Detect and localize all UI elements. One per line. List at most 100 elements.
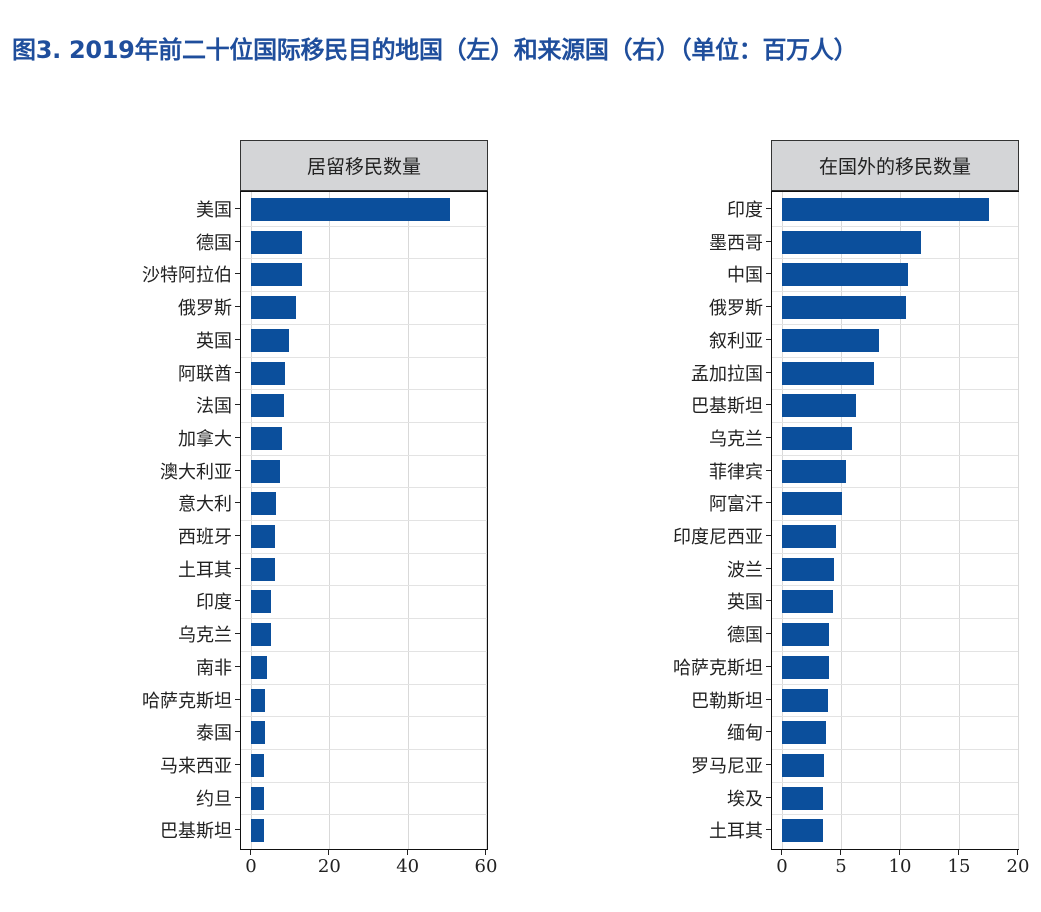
y-tick [766,665,771,667]
gridline-horizontal [772,291,1018,293]
x-tick [899,850,900,855]
bar [782,786,824,810]
category-label: 英国 [727,592,763,614]
y-tick [766,469,771,471]
category-label: 印度 [196,592,232,614]
category-label: 加拿大 [178,428,232,450]
y-tick [235,600,240,602]
figure-title: 图3. 2019年前二十位国际移民目的地国（左）和来源国（右）（单位：百万人） [12,36,858,64]
bar [251,230,303,254]
category-label: 泰国 [196,723,232,745]
plot-area [240,191,488,850]
gridline-horizontal [241,781,487,783]
bar [251,394,284,418]
bar [782,361,875,385]
bar [251,459,281,483]
gridline-horizontal [772,552,1018,554]
bar [782,688,829,712]
y-tick [766,404,771,406]
x-tick-label: 15 [947,856,971,877]
category-label: 缅甸 [727,723,763,745]
bar [251,525,275,548]
category-label: 阿联酋 [178,363,232,385]
x-tick-label: 40 [396,856,420,877]
gridline-horizontal [772,585,1018,587]
bar [251,426,283,450]
bar [782,623,830,647]
category-label: 罗马尼亚 [691,755,763,777]
bar [782,328,879,352]
y-tick [235,273,240,275]
category-label: 澳大利亚 [160,461,232,483]
y-tick [235,829,240,831]
x-tick [328,850,330,855]
bar [251,198,450,221]
y-tick [766,371,771,373]
gridline-horizontal [772,814,1018,816]
gridline-horizontal [241,814,487,816]
bar [782,525,837,548]
y-tick [235,763,240,765]
gridline-horizontal [241,748,487,750]
bar [251,753,265,777]
bar [782,296,906,320]
category-label: 印度 [727,200,763,221]
y-tick [766,763,771,765]
y-tick [766,796,771,798]
y-tick [235,535,240,536]
gridline-horizontal [772,618,1018,620]
category-label: 孟加拉国 [691,363,763,385]
x-tick-label: 20 [1006,856,1030,877]
y-tick [766,731,771,733]
category-label: 哈萨克斯坦 [673,657,763,679]
category-label: 土耳其 [709,821,763,843]
y-tick [766,633,771,635]
category-label: 波兰 [727,559,763,581]
x-tick [485,850,486,855]
bar [251,296,297,320]
bar [782,198,989,221]
category-label: 菲律宾 [709,461,763,483]
gridline-horizontal [241,291,487,293]
gridline-horizontal [241,650,487,652]
y-tick [235,796,240,798]
gridline-horizontal [241,454,487,456]
category-label: 德国 [727,625,763,647]
y-tick [235,698,240,700]
y-tick [235,502,240,504]
y-tick [766,698,771,700]
x-tick-label: 20 [317,856,341,877]
y-tick [766,567,771,569]
y-tick [235,469,240,471]
y-tick [235,665,240,667]
category-label: 西班牙 [178,527,232,548]
gridline-horizontal [772,683,1018,685]
bar [251,786,264,810]
bar [782,394,857,418]
bar [782,459,846,483]
category-label: 乌克兰 [709,428,763,450]
bar [782,426,852,450]
bar [251,361,285,385]
gridline-horizontal [241,520,487,521]
category-label: 马来西亚 [160,755,232,777]
gridline-vertical [1018,192,1019,849]
bar [782,590,833,614]
category-label: 法国 [196,396,232,418]
y-tick [766,306,771,308]
gridline-horizontal [772,716,1018,718]
bar [251,492,276,516]
gridline-horizontal [772,421,1018,423]
x-tick-label: 5 [835,856,847,877]
gridline-horizontal [241,258,487,260]
gridline-horizontal [772,389,1018,391]
category-label: 埃及 [727,788,763,810]
panel-strip-title: 居留移民数量 [240,140,488,191]
bar [251,263,303,287]
x-tick-label: 0 [776,856,788,877]
gridline-horizontal [241,618,487,620]
y-tick [766,240,771,242]
gridline-horizontal [772,258,1018,260]
y-tick [766,338,771,340]
category-label: 意大利 [178,494,232,516]
